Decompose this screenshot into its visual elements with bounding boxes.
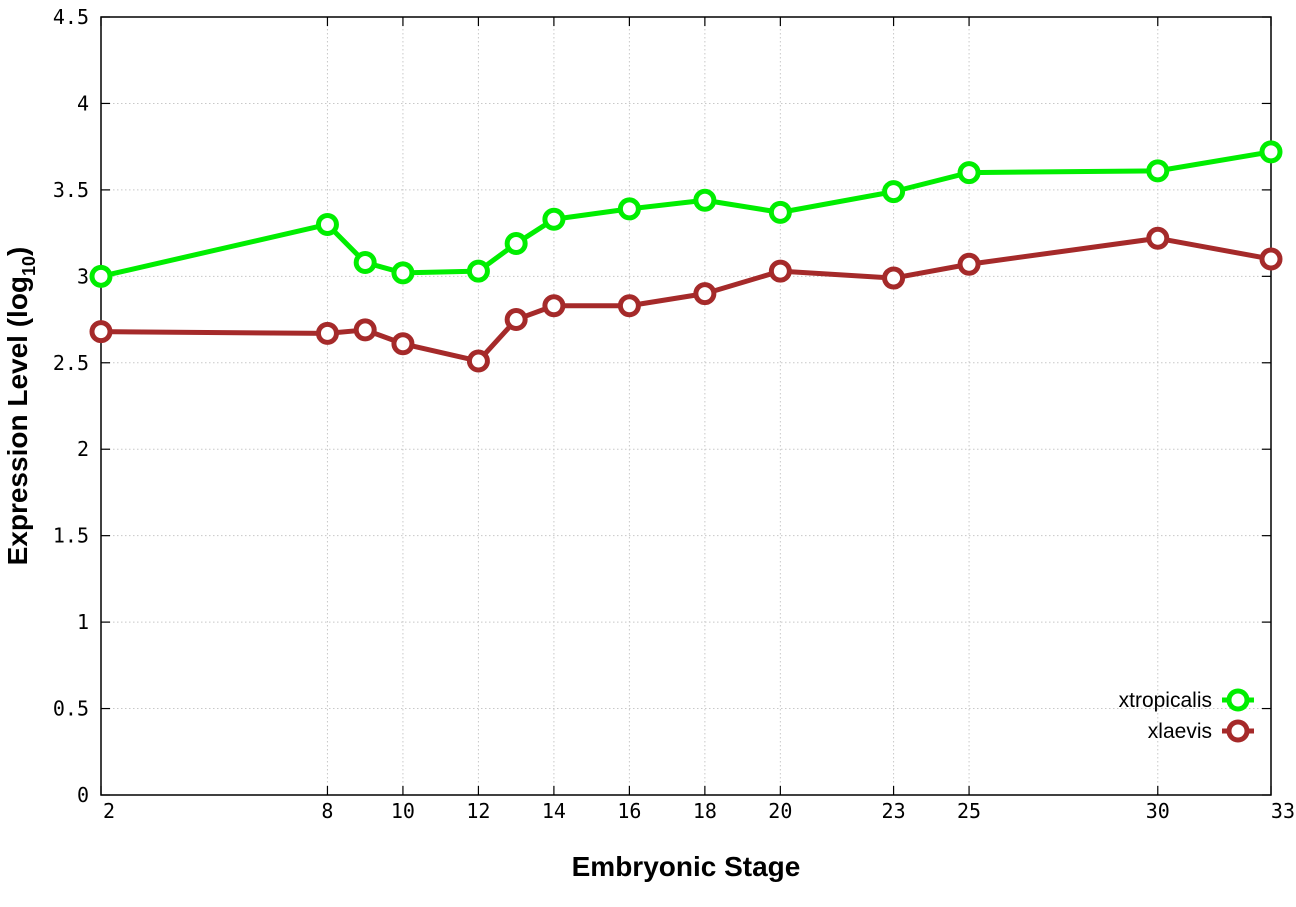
y-tick-label: 0 xyxy=(77,783,89,807)
data-point-xlaevis xyxy=(1259,247,1283,271)
y-tick-label: 2 xyxy=(77,437,89,461)
data-point-xlaevis xyxy=(693,282,717,306)
data-point-xtropicalis xyxy=(1259,140,1283,164)
x-tick-label: 23 xyxy=(882,799,906,823)
y-tick-label: 1.5 xyxy=(53,524,89,548)
data-point-xtropicalis xyxy=(466,259,490,283)
x-axis-title: Embryonic Stage xyxy=(572,851,801,882)
axis-ticks: 0 0.5 1 1.5 2 2.5 3 3.5 4 4.5 2 8 10 12 14 16 18 20 23 25 30… xyxy=(53,5,1295,823)
y-tick-label: 3.5 xyxy=(53,178,89,202)
data-point-xlaevis xyxy=(353,318,377,342)
y-tick-label: 0.5 xyxy=(53,697,89,721)
x-tick-label: 18 xyxy=(693,799,717,823)
data-point-xlaevis xyxy=(89,320,113,344)
y-tick-label: 4.5 xyxy=(53,5,89,29)
data-point-xtropicalis xyxy=(542,207,566,231)
data-point-xtropicalis xyxy=(504,231,528,255)
legend-swatch-marker-xlaevis xyxy=(1226,719,1250,743)
data-point-xtropicalis xyxy=(617,197,641,221)
data-point-xlaevis xyxy=(466,349,490,373)
x-tick-label: 16 xyxy=(617,799,641,823)
x-tick-label: 14 xyxy=(542,799,566,823)
data-point-xlaevis xyxy=(504,308,528,332)
data-point-xtropicalis xyxy=(768,200,792,224)
data-point-xtropicalis xyxy=(89,264,113,288)
y-tick-label: 2.5 xyxy=(53,351,89,375)
y-tick-label: 3 xyxy=(77,264,89,288)
y-tick-label: 1 xyxy=(77,610,89,634)
series-xlaevis xyxy=(89,226,1283,373)
data-point-xtropicalis xyxy=(882,180,906,204)
legend-swatch-marker-xtropicalis xyxy=(1226,688,1250,712)
series-xtropicalis xyxy=(89,140,1283,288)
x-tick-label: 10 xyxy=(391,799,415,823)
x-tick-label: 20 xyxy=(768,799,792,823)
y-axis-title: Expression Level (log10) xyxy=(2,247,39,566)
x-tick-label: 12 xyxy=(466,799,490,823)
legend-label-xlaevis: xlaevis xyxy=(1148,720,1212,743)
data-point-xtropicalis xyxy=(1146,159,1170,183)
y-axis-title-close: ) xyxy=(2,247,33,256)
x-tick-label: 30 xyxy=(1146,799,1170,823)
plot-frame xyxy=(100,16,1272,796)
data-point-xlaevis xyxy=(957,252,981,276)
x-tick-label: 25 xyxy=(957,799,981,823)
grid-lines xyxy=(101,17,1271,795)
data-point-xlaevis xyxy=(768,259,792,283)
data-point-xlaevis xyxy=(617,294,641,318)
data-point-xtropicalis xyxy=(693,188,717,212)
data-point-xlaevis xyxy=(391,332,415,356)
y-tick-label: 4 xyxy=(77,91,89,115)
data-point-xlaevis xyxy=(1146,226,1170,250)
legend: xtropicalis xlaevis xyxy=(1119,688,1254,743)
data-point-xtropicalis xyxy=(391,261,415,285)
data-point-xlaevis xyxy=(882,266,906,290)
y-axis-title-subscript: 10 xyxy=(19,256,39,276)
data-point-xlaevis xyxy=(542,294,566,318)
data-point-xlaevis xyxy=(315,321,339,345)
data-point-xtropicalis xyxy=(353,251,377,275)
x-tick-label: 2 xyxy=(103,799,115,823)
data-point-xtropicalis xyxy=(315,212,339,236)
data-point-xtropicalis xyxy=(957,161,981,185)
y-axis-title-main: Expression Level (log xyxy=(2,276,33,565)
series-layer xyxy=(89,140,1283,373)
x-tick-label: 33 xyxy=(1271,799,1295,823)
x-tick-label: 8 xyxy=(321,799,333,823)
legend-label-xtropicalis: xtropicalis xyxy=(1119,689,1212,712)
